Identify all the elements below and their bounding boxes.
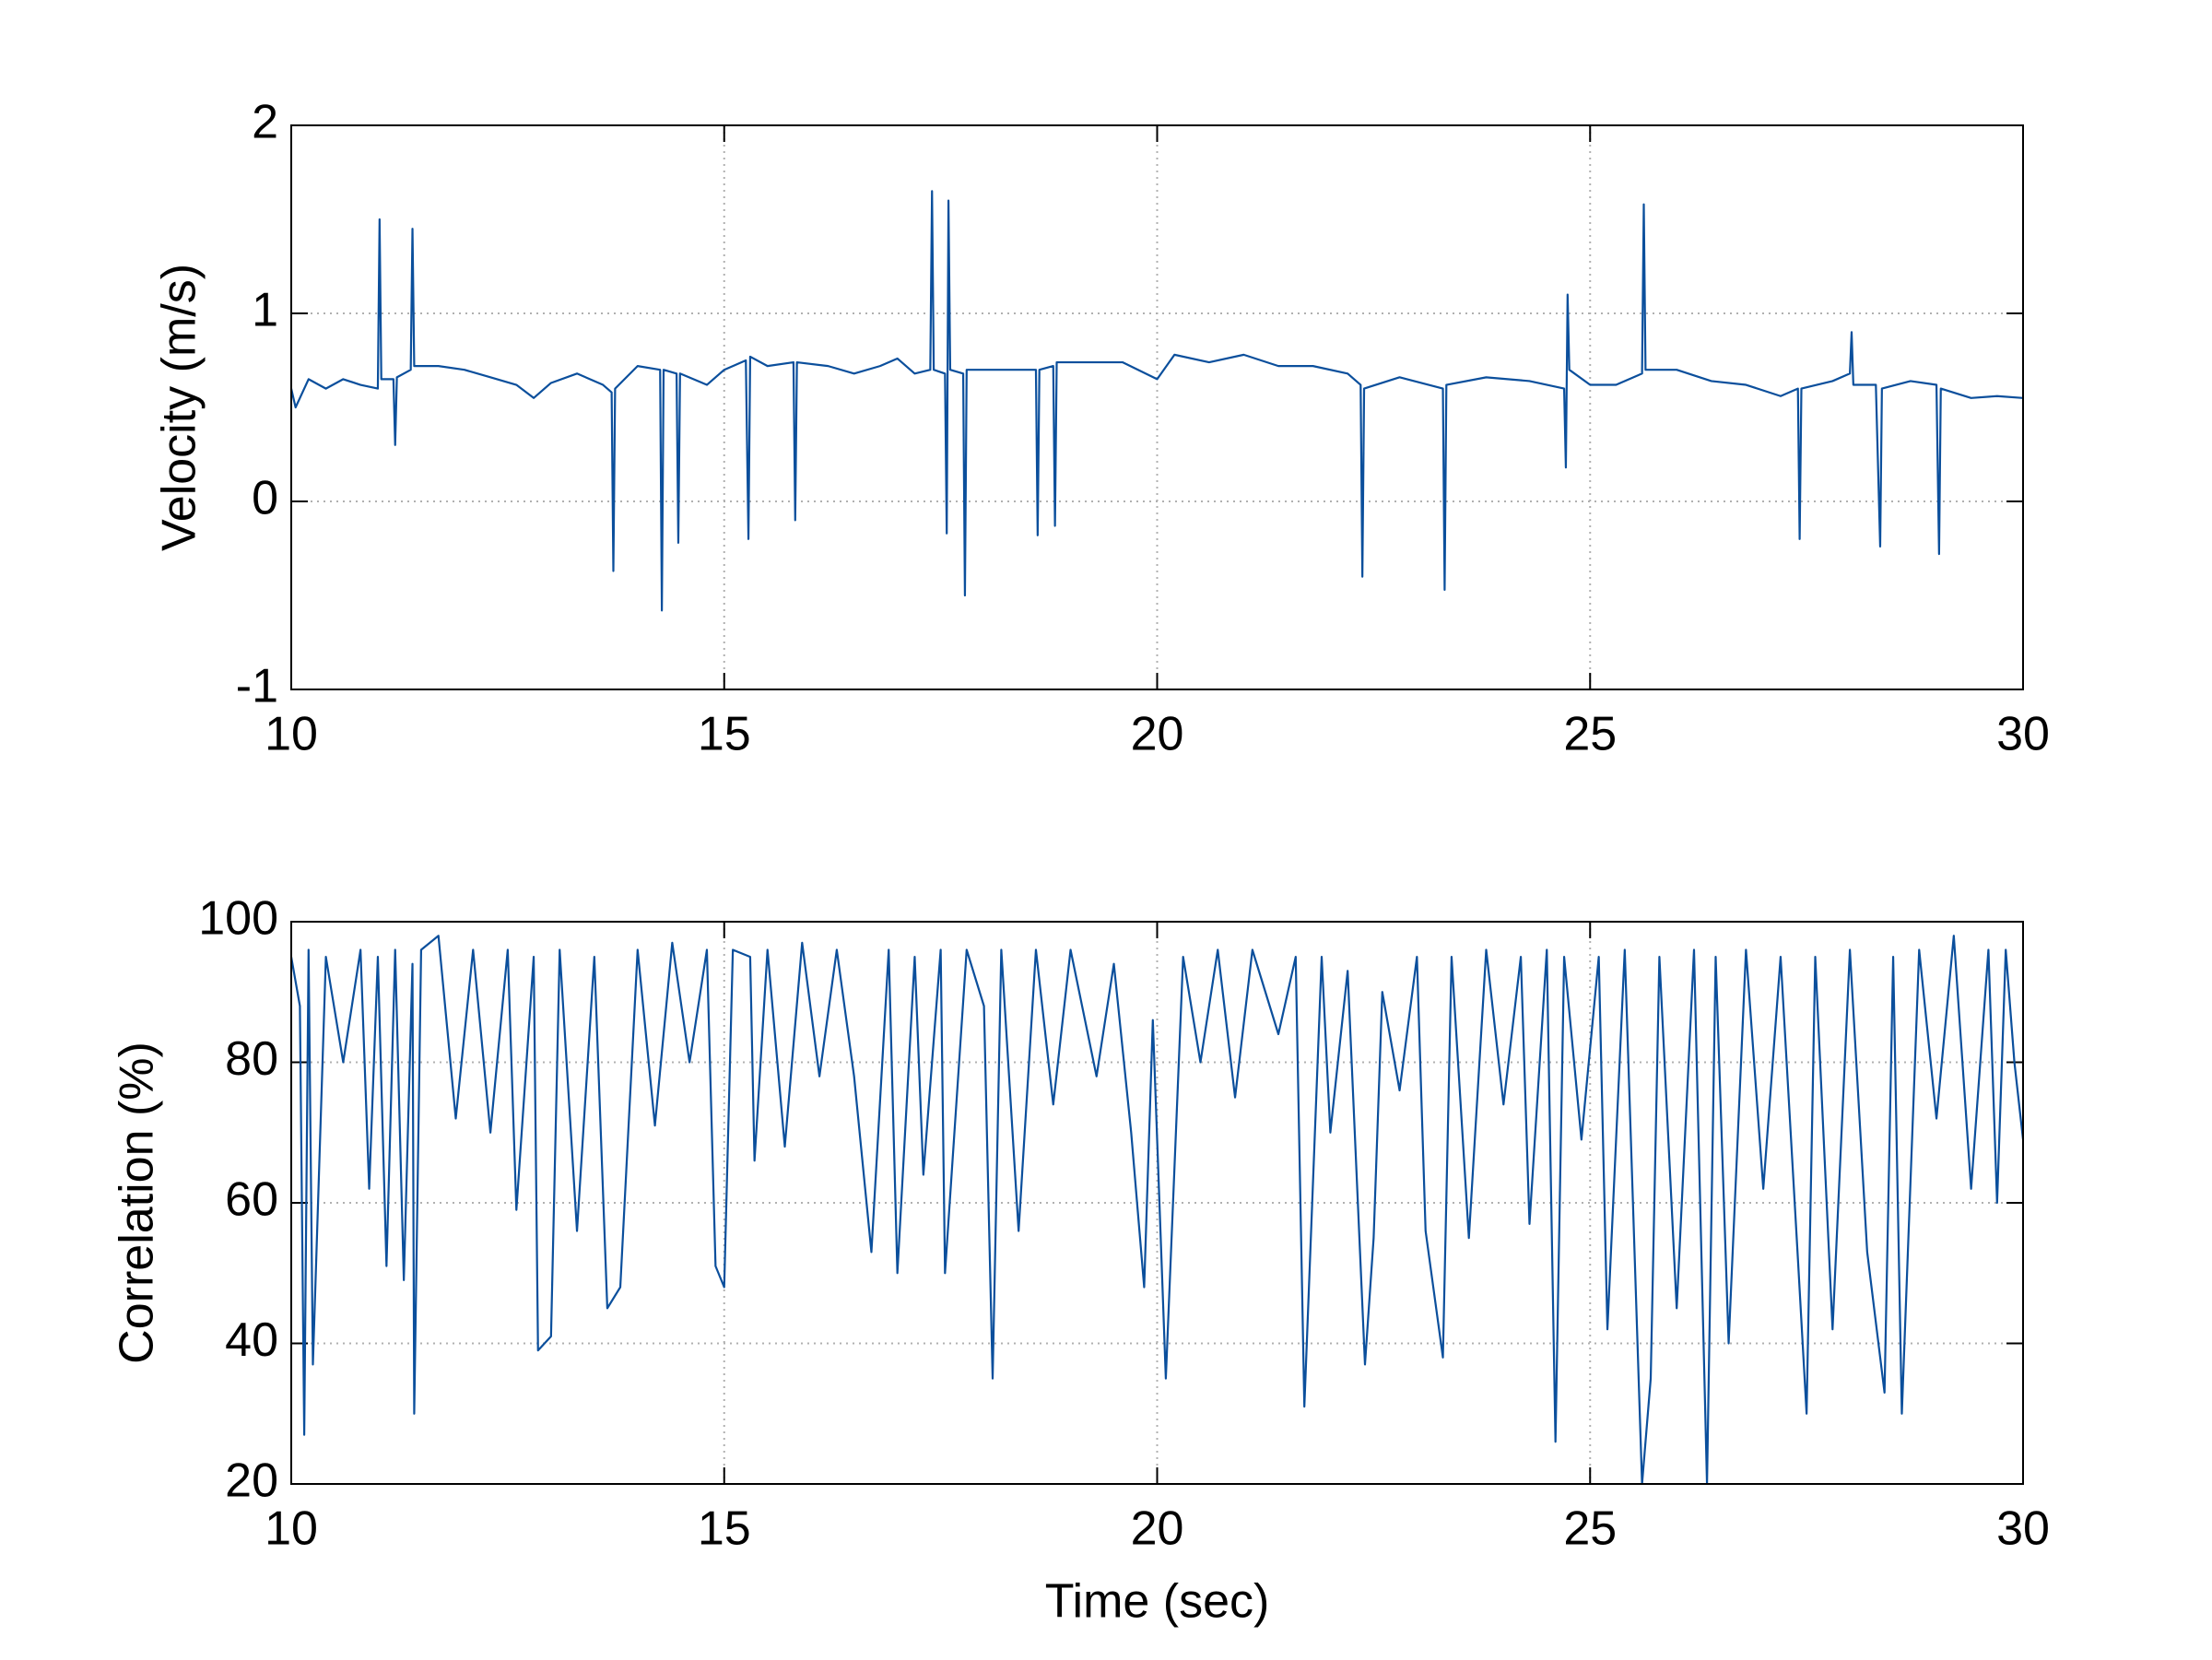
y-tick-label: 40 — [225, 1313, 278, 1367]
x-tick-label: 20 — [1131, 1502, 1184, 1556]
y-tick-label: 100 — [198, 892, 278, 946]
axes-box — [290, 124, 2024, 690]
y-tick-label: 20 — [225, 1454, 278, 1508]
x-tick-label: 15 — [698, 1502, 751, 1556]
x-tick-label: 25 — [1563, 1502, 1617, 1556]
y-tick-label: 80 — [225, 1032, 278, 1086]
x-tick-label: 30 — [1996, 1502, 2050, 1556]
y-tick-label: 60 — [225, 1173, 278, 1227]
y-axis-label: Correlation (%) — [111, 1042, 164, 1364]
y-tick-label: 1 — [252, 284, 278, 337]
plot-area — [291, 125, 2023, 689]
x-tick-label: 30 — [1996, 708, 2050, 761]
x-tick-label: 25 — [1563, 708, 1617, 761]
x-tick-label: 15 — [698, 708, 751, 761]
y-tick-label: 2 — [252, 96, 278, 149]
x-axis-label: Time (sec) — [1045, 1575, 1270, 1629]
axes-box — [290, 921, 2024, 1485]
y-axis-label: Velocity (m/s) — [153, 264, 206, 551]
x-tick-label: 10 — [265, 1502, 318, 1556]
y-tick-label: -1 — [236, 660, 278, 713]
data-line — [289, 935, 2025, 1486]
data-line — [289, 190, 2024, 612]
x-tick-label: 10 — [265, 708, 318, 761]
y-tick-label: 0 — [252, 472, 278, 525]
x-tick-label: 20 — [1131, 708, 1184, 761]
